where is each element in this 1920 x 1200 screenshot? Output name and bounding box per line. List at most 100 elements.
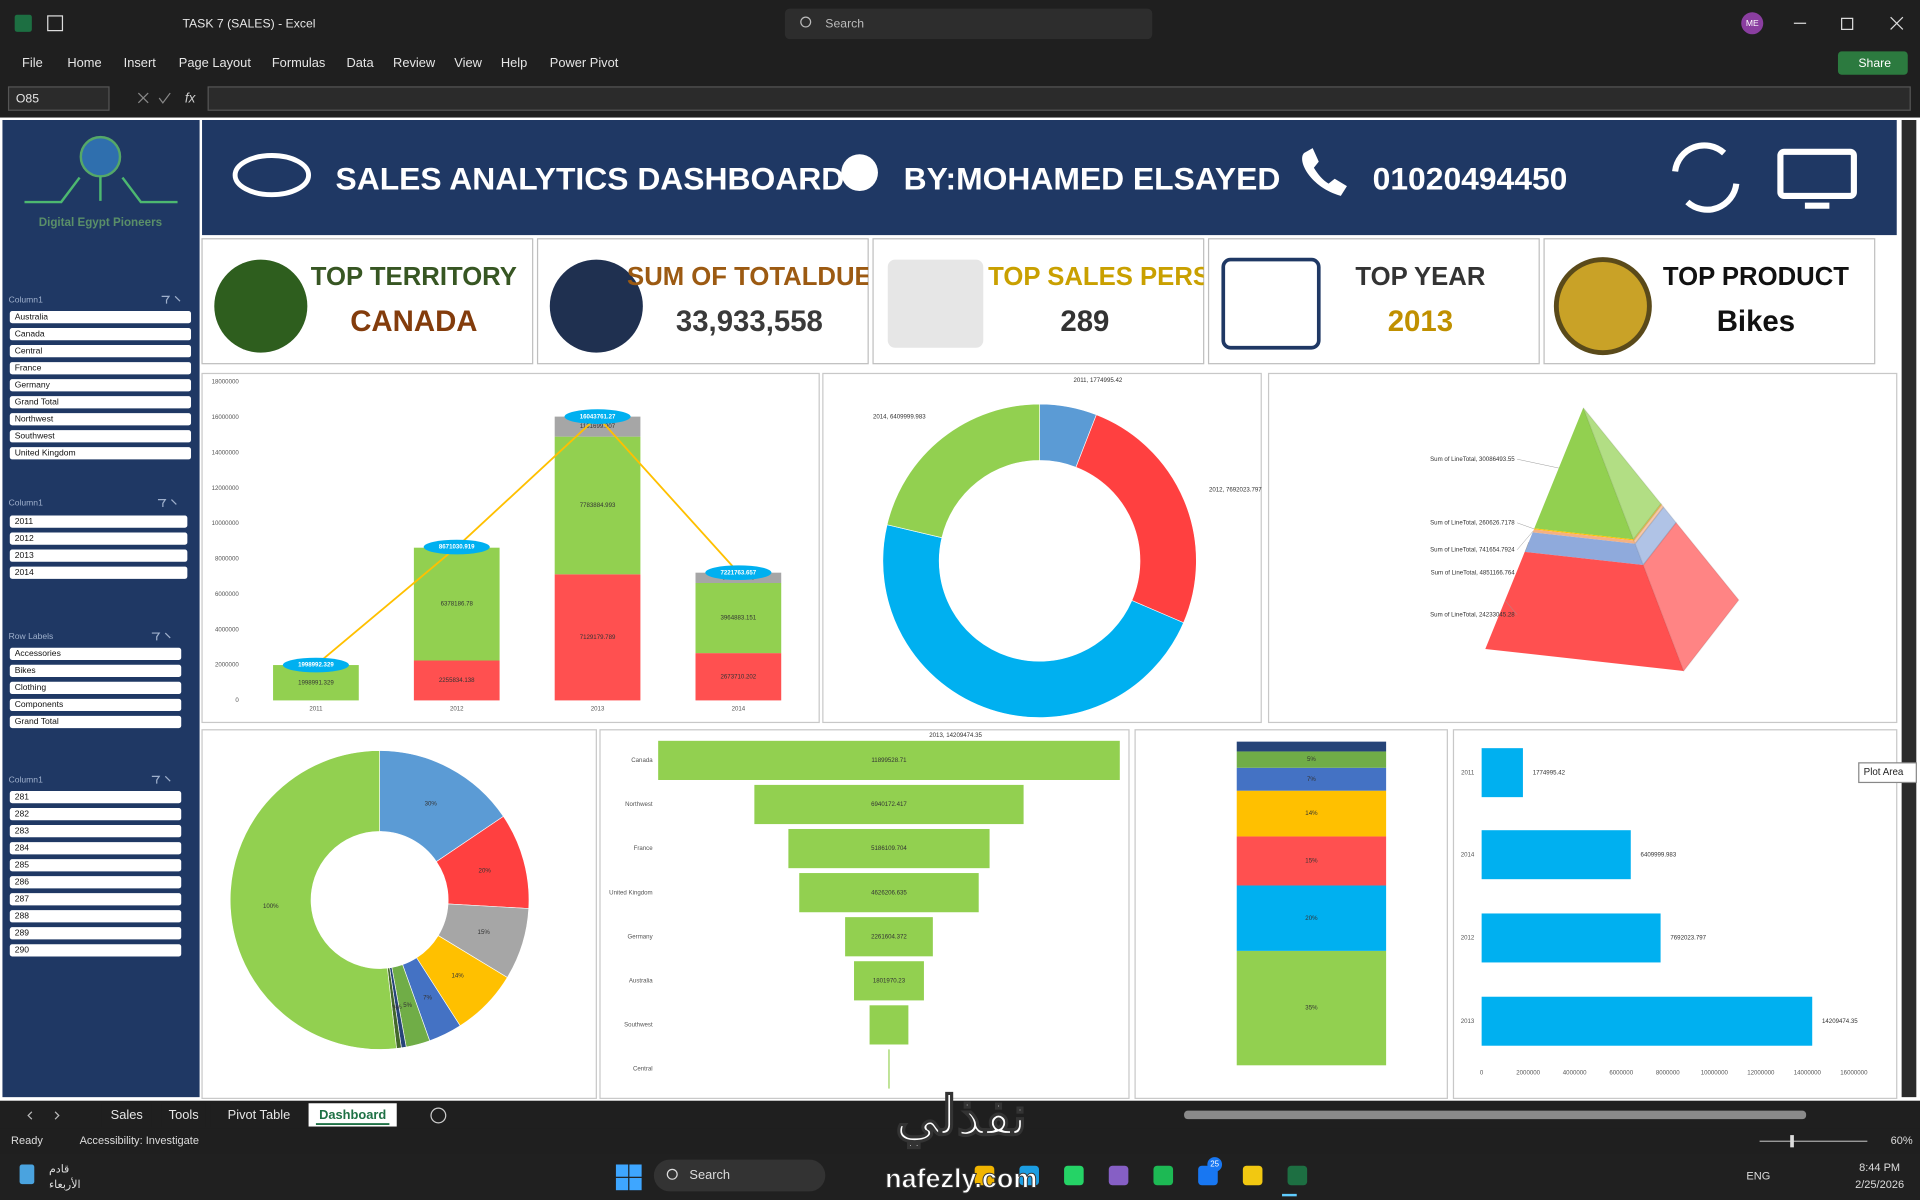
slicer-item-label[interactable]: Northwest	[15, 414, 54, 424]
slicer-item-label[interactable]: 281	[15, 791, 30, 801]
slicer-item[interactable]	[9, 876, 182, 889]
sheet-tab[interactable]	[308, 1103, 397, 1127]
ribbon-tab[interactable]: Data	[347, 55, 375, 70]
slicer-item-label[interactable]: Central	[15, 345, 43, 355]
sheet-tab[interactable]	[101, 1103, 152, 1127]
slicer-item-label[interactable]: Clothing	[15, 682, 47, 692]
slicer-item[interactable]	[9, 715, 182, 729]
ribbon-tab[interactable]: Page Layout	[179, 55, 252, 70]
share-button[interactable]	[1837, 51, 1908, 75]
taskbar-app[interactable]	[1108, 1165, 1129, 1186]
ribbon-tab[interactable]: Review	[393, 55, 436, 70]
slicer-item[interactable]	[9, 413, 192, 426]
slicer-item-label[interactable]: 290	[15, 945, 30, 955]
slicer-item[interactable]	[9, 859, 182, 872]
slicer-item[interactable]	[9, 647, 182, 661]
ribbon-tab[interactable]: Formulas	[272, 55, 326, 70]
sheet-tab[interactable]	[210, 1103, 308, 1127]
ribbon-tab[interactable]: Power Pivot	[550, 55, 619, 70]
slicer-item-label[interactable]: Grand Total	[15, 397, 59, 407]
user-avatar[interactable]	[1741, 12, 1764, 35]
slicer-item-label[interactable]: 2014	[15, 567, 34, 577]
ribbon-tab[interactable]: Insert	[124, 55, 157, 70]
maximize	[1841, 17, 1854, 31]
slicer-item[interactable]	[9, 808, 182, 821]
slicer-clear[interactable]	[157, 498, 177, 507]
sheet-tab-label[interactable]: Dashboard	[319, 1107, 386, 1122]
slicer-item[interactable]	[9, 515, 188, 528]
taskbar-app[interactable]	[1064, 1165, 1084, 1186]
slicer-item-label[interactable]: Components	[15, 699, 64, 709]
sheet-tab-label[interactable]: Sales	[111, 1107, 143, 1122]
slicer-item-label[interactable]: Grand Total	[15, 716, 59, 726]
slicer-item[interactable]	[9, 396, 192, 409]
slicer-clear[interactable]	[161, 295, 181, 304]
tab-nav[interactable]	[27, 1111, 60, 1120]
slicer-item[interactable]	[9, 681, 182, 695]
slicer-clear[interactable]	[151, 775, 171, 784]
ribbon-tab[interactable]: Help	[501, 55, 527, 70]
start-tile[interactable]	[629, 1177, 642, 1191]
ribbon-tab[interactable]: Home	[67, 55, 101, 70]
taskbar-app[interactable]	[1242, 1165, 1263, 1186]
start-tile[interactable]	[629, 1164, 642, 1177]
slicer-item-label[interactable]: 285	[15, 859, 30, 869]
slicer-item-label[interactable]: Southwest	[15, 431, 56, 441]
refresh-icon[interactable]	[1672, 142, 1740, 213]
slicer-item[interactable]	[9, 345, 192, 358]
slicer-item[interactable]	[9, 698, 182, 712]
start-tile[interactable]	[615, 1164, 629, 1177]
slicer-item-label[interactable]: 2011	[15, 516, 34, 526]
add-sheet[interactable]	[430, 1107, 447, 1124]
slicer-item-label[interactable]: 286	[15, 877, 30, 887]
slicer-clear[interactable]	[151, 632, 171, 641]
ribbon-tab[interactable]: File	[22, 55, 43, 70]
slicer-item[interactable]	[9, 549, 188, 562]
slicer-item[interactable]	[9, 430, 192, 443]
taskbar-search[interactable]	[653, 1159, 826, 1192]
taskbar-app[interactable]	[974, 1165, 995, 1186]
sheet-tab[interactable]	[161, 1103, 206, 1127]
slicer-item[interactable]	[9, 664, 182, 678]
slicer-item[interactable]	[9, 311, 192, 324]
slicer-item-label[interactable]: 287	[15, 894, 30, 904]
slicer-item[interactable]	[9, 379, 192, 392]
sheet-tab-label[interactable]: Tools	[169, 1107, 199, 1122]
ribbon-tab[interactable]: View	[454, 55, 482, 70]
slicer-item-label[interactable]: 282	[15, 808, 30, 818]
slicer-item-label[interactable]: 284	[15, 842, 30, 852]
slicer-item-label[interactable]: 289	[15, 928, 30, 938]
slicer-item[interactable]	[9, 566, 188, 579]
slicer-item-label[interactable]: United Kingdom	[15, 448, 76, 458]
slicer-item-label[interactable]: Accessories	[15, 648, 61, 658]
slicer-item-label[interactable]: France	[15, 362, 42, 372]
taskbar-app[interactable]	[1153, 1165, 1174, 1186]
slicer-item-label[interactable]: 288	[15, 911, 30, 921]
slicer-item[interactable]	[9, 532, 188, 545]
slicer-item[interactable]	[9, 944, 182, 957]
slicer-item[interactable]	[9, 791, 182, 804]
slicer-item[interactable]	[9, 842, 182, 855]
slicer-item-label[interactable]: 283	[15, 825, 30, 835]
slicer-item[interactable]	[9, 447, 192, 460]
slicer-item-label[interactable]: 2013	[15, 550, 34, 560]
slicer-item[interactable]	[9, 910, 182, 923]
sheet-tab-label[interactable]: Pivot Table	[228, 1107, 291, 1122]
slicer-item-label[interactable]: Canada	[15, 328, 45, 338]
slicer-item[interactable]	[9, 927, 182, 940]
slicer-item-label[interactable]: Bikes	[15, 665, 36, 675]
formula-input[interactable]	[207, 86, 1911, 111]
slicer-item[interactable]	[9, 825, 182, 838]
taskbar-app[interactable]	[1019, 1165, 1039, 1186]
slicer-item-label[interactable]: Germany	[15, 379, 51, 389]
search-box[interactable]	[784, 8, 1153, 40]
start-tile[interactable]	[615, 1177, 629, 1191]
slicer-item-label[interactable]: Australia	[15, 311, 49, 321]
kpi-value: 33,933,558	[676, 305, 823, 338]
name-box[interactable]	[7, 86, 110, 111]
slicer-item[interactable]	[9, 328, 192, 341]
slicer-item[interactable]	[9, 362, 192, 375]
slicer-item-label[interactable]: 2012	[15, 533, 34, 543]
slicer-item[interactable]	[9, 893, 182, 906]
taskbar-app[interactable]	[1287, 1165, 1308, 1186]
